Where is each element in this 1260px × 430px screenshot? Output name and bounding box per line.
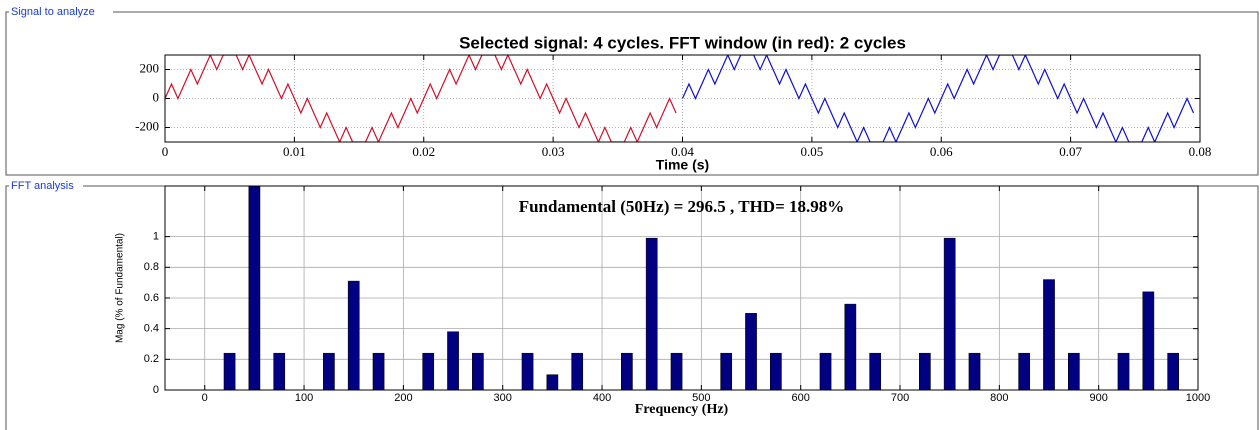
bar [1068,352,1080,390]
bar [472,352,484,390]
x-tick-label: 0.06 [930,144,953,159]
plot-marks [165,55,1195,142]
y-tick-label: 0.6 [144,292,159,304]
x-axis-label: Frequency (Hz) [635,402,729,417]
chart-title: Fundamental (50Hz) = 296.5 , THD= 18.98% [519,197,845,216]
bar [819,352,832,390]
bar [323,352,335,390]
bar [546,374,559,390]
bar [273,352,286,390]
x-tick-label: 800 [990,392,1008,404]
signal-line [681,55,1195,142]
x-tick-label: 0.07 [1059,144,1082,159]
y-tick-label: 0.2 [144,353,159,365]
x-tick-label: 0.04 [671,144,694,159]
x-tick-label: 200 [394,392,412,404]
plot-marks [223,186,1180,390]
x-tick-label: 0 [202,392,208,404]
x-tick-label: 0.03 [542,144,565,159]
y-tick-label: 0.4 [144,323,159,335]
x-tick-label: 1000 [1186,392,1210,404]
bar [372,352,385,390]
bar [943,237,956,390]
bar [621,352,633,390]
bar [521,352,534,390]
x-tick-label: 0.01 [283,144,306,159]
x-tick-label: 900 [1089,392,1107,404]
plot-frame [164,185,1199,391]
panel-label-bg [9,5,113,19]
bar [1043,279,1055,390]
bar [745,313,757,390]
bar [447,331,459,390]
bar [1142,291,1155,390]
bar [248,186,261,390]
bar [571,352,584,390]
plot-frame [164,54,1201,143]
bar [645,237,658,390]
x-tick-label: 600 [792,392,810,404]
panel-label: Signal to analyze [11,6,95,18]
bar [720,352,733,390]
x-axis-label: Time (s) [656,157,709,173]
panel-frame [5,11,1259,176]
x-tick-label: 0.08 [1189,144,1212,159]
y-tick-label: 200 [140,60,160,75]
bar [1167,352,1180,390]
chart-title: Selected signal: 4 cycles. FFT window (i… [459,33,906,52]
bar [1117,352,1130,390]
y-tick-label: -200 [135,118,159,133]
y-tick-label: 1 [153,231,159,243]
bar [223,352,236,390]
bar [919,352,931,390]
signal-line [165,55,677,142]
x-tick-label: 0.02 [412,144,435,159]
x-tick-label: 400 [593,392,611,404]
x-tick-label: 500 [692,392,710,404]
bar [770,352,782,390]
bar [844,303,857,390]
x-tick-label: 700 [891,392,909,404]
bar [670,352,683,390]
y-tick-label: 0 [153,89,160,104]
bar [347,280,360,390]
panel-label-bg [9,179,83,193]
bar [422,352,435,390]
panel-label: FFT analysis [11,180,74,192]
y-axis-label: Mag (% of Fundamental) [115,233,126,343]
x-tick-label: 100 [295,392,313,404]
bar [1018,352,1031,390]
x-tick-label: 300 [494,392,512,404]
y-tick-label: 0 [153,384,159,396]
y-tick-label: 0.8 [144,261,159,273]
x-tick-label: 0.05 [801,144,824,159]
x-tick-label: 0 [162,144,169,159]
bar [968,352,981,390]
bar [869,352,882,390]
